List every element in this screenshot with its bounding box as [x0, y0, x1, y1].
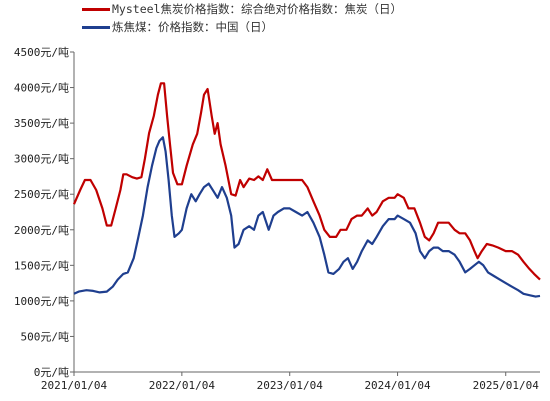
y-tick-label: 1500元/吨 — [14, 259, 69, 272]
x-tick-label: 2025/01/04 — [473, 379, 540, 392]
legend-label-coking-coal: 炼焦煤：价格指数：中国（日） — [112, 20, 273, 34]
axes: 0元/吨 500元/吨 1000元/吨 1500元/吨 2000元/吨 2500元/吨 30… — [14, 46, 540, 392]
y-tick-label: 2000元/吨 — [14, 224, 69, 237]
x-tick-label: 2022/01/04 — [149, 379, 216, 392]
x-tick-label: 2023/01/04 — [257, 379, 324, 392]
legend-swatch-coking-coal — [82, 25, 110, 29]
x-tick-label: 2021/01/04 — [41, 379, 108, 392]
legend-label-coke: Mysteel焦炭价格指数：综合绝对价格指数：焦炭（日） — [112, 2, 402, 16]
legend-item-coking-coal: 炼焦煤：价格指数：中国（日） — [82, 18, 402, 36]
x-tick-label: 2024/01/04 — [364, 379, 431, 392]
legend-item-coke: Mysteel焦炭价格指数：综合绝对价格指数：焦炭（日） — [82, 0, 402, 18]
y-tick-label: 500元/吨 — [21, 330, 70, 343]
y-tick-label: 3500元/吨 — [14, 117, 69, 130]
legend: Mysteel焦炭价格指数：综合绝对价格指数：焦炭（日） 炼焦煤：价格指数：中国… — [82, 0, 402, 36]
series-line-coke-price-index — [72, 82, 541, 281]
y-tick-label: 3000元/吨 — [14, 153, 69, 166]
legend-swatch-coke — [82, 7, 110, 11]
y-tick-label: 4500元/吨 — [14, 46, 69, 59]
y-tick-label: 2500元/吨 — [14, 188, 69, 201]
series-line-coking-coal-price-index — [73, 136, 541, 298]
series-lines — [72, 82, 541, 298]
y-tick-label: 4000元/吨 — [14, 82, 69, 95]
y-tick-label: 1000元/吨 — [14, 295, 69, 308]
y-tick-label: 0元/吨 — [34, 366, 69, 379]
